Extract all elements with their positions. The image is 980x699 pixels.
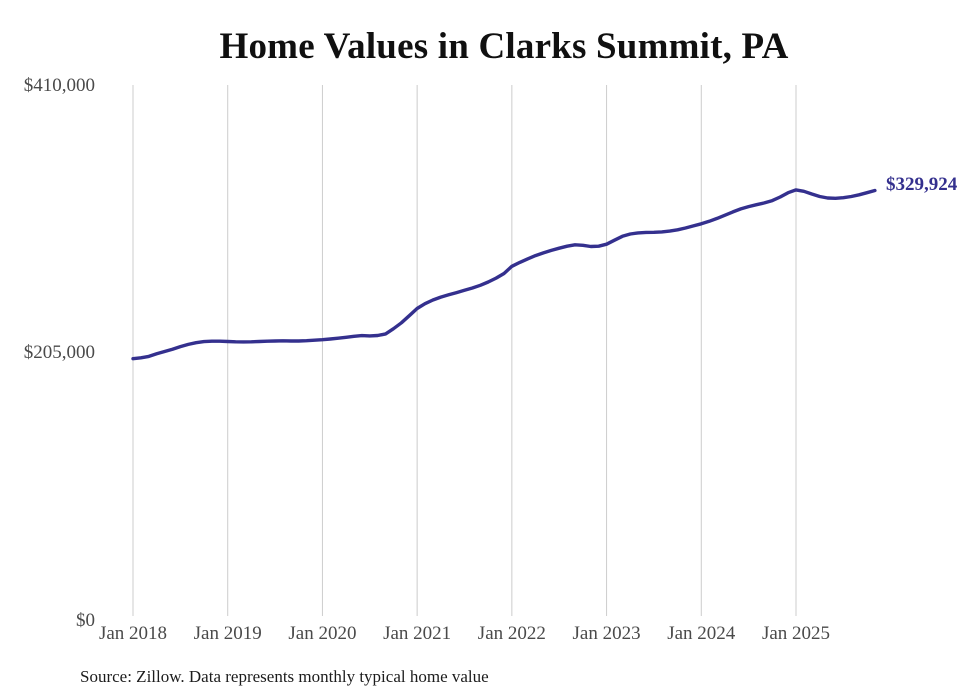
x-tick-label: Jan 2024 — [667, 623, 736, 644]
x-tick-label: Jan 2022 — [477, 623, 546, 644]
x-tick-label: Jan 2023 — [572, 623, 641, 644]
x-tick-label: Jan 2020 — [288, 623, 357, 644]
chart-title: Home Values in Clarks Summit, PA — [219, 26, 789, 67]
y-tick-label-410000: $410,000 — [23, 75, 95, 96]
x-tick-label: Jan 2021 — [383, 623, 452, 644]
x-tick-label: Jan 2018 — [98, 623, 168, 644]
x-tick-label: Jan 2025 — [761, 623, 831, 644]
x-tick-label: Jan 2019 — [193, 623, 262, 644]
home-value-line — [131, 188, 877, 361]
y-tick-label-0: $0 — [76, 610, 95, 631]
source-note: Source: Zillow. Data represents monthly … — [80, 667, 489, 686]
y-tick-label-205000: $205,000 — [23, 342, 95, 363]
current-value-label: $329,924 — [886, 174, 958, 195]
